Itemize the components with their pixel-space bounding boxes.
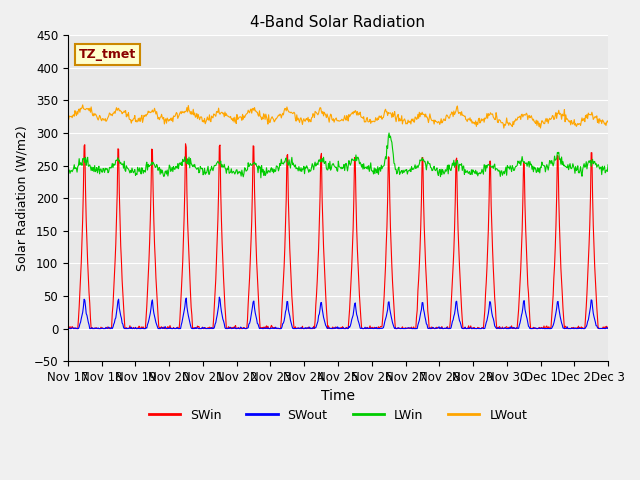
SWin bbox=[426, 325, 433, 331]
SWin bbox=[275, 325, 283, 331]
LWin bbox=[395, 164, 403, 170]
LWin bbox=[275, 168, 282, 174]
SWin bbox=[395, 325, 403, 331]
LWout bbox=[79, 102, 86, 108]
Line: SWout: SWout bbox=[68, 297, 608, 328]
Line: LWout: LWout bbox=[68, 105, 608, 128]
LWout bbox=[275, 112, 282, 118]
LWout bbox=[128, 117, 136, 123]
LWout bbox=[254, 112, 262, 118]
LWin bbox=[385, 130, 393, 136]
Legend: SWin, SWout, LWin, LWout: SWin, SWout, LWin, LWout bbox=[143, 404, 532, 427]
Text: TZ_tmet: TZ_tmet bbox=[79, 48, 136, 61]
LWout bbox=[227, 116, 235, 122]
LWin bbox=[227, 169, 234, 175]
SWout bbox=[395, 325, 403, 331]
LWout bbox=[500, 125, 508, 131]
LWin bbox=[127, 169, 135, 175]
SWout bbox=[604, 325, 612, 331]
SWout bbox=[426, 325, 433, 331]
SWin bbox=[604, 325, 612, 331]
SWout bbox=[275, 325, 283, 331]
SWout bbox=[255, 324, 262, 329]
SWout bbox=[216, 294, 223, 300]
SWin bbox=[255, 301, 262, 307]
LWin bbox=[426, 161, 433, 167]
X-axis label: Time: Time bbox=[321, 389, 355, 403]
LWin bbox=[253, 164, 261, 169]
LWin bbox=[257, 175, 265, 180]
SWin bbox=[64, 325, 72, 331]
Y-axis label: Solar Radiation (W/m2): Solar Radiation (W/m2) bbox=[15, 125, 28, 271]
LWin bbox=[64, 166, 72, 172]
LWout bbox=[64, 117, 72, 122]
LWout bbox=[604, 119, 612, 125]
SWout bbox=[228, 325, 236, 331]
Line: SWin: SWin bbox=[68, 144, 608, 328]
SWin bbox=[65, 325, 72, 331]
SWout bbox=[64, 325, 72, 331]
LWout bbox=[424, 120, 432, 125]
LWin bbox=[604, 162, 612, 168]
SWin bbox=[128, 325, 136, 331]
SWout bbox=[128, 325, 136, 331]
LWout bbox=[394, 111, 402, 117]
SWin bbox=[182, 141, 189, 147]
Title: 4-Band Solar Radiation: 4-Band Solar Radiation bbox=[250, 15, 426, 30]
SWout bbox=[65, 325, 72, 331]
SWin bbox=[228, 324, 236, 330]
Line: LWin: LWin bbox=[68, 133, 608, 178]
